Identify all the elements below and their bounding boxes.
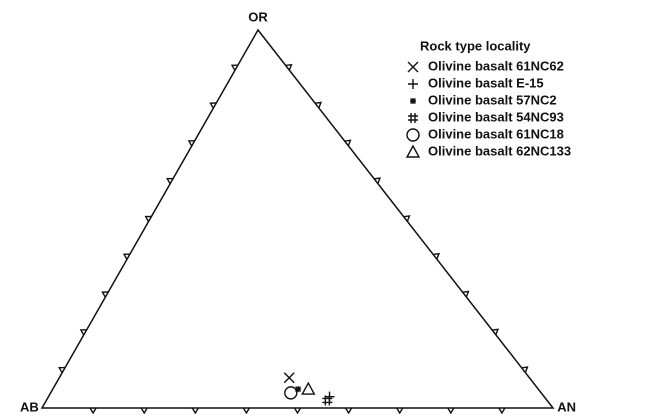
marker-stroke [408, 79, 418, 89]
tick-mark [122, 253, 130, 260]
legend-symbol [407, 61, 419, 73]
vertex-label: AB [20, 399, 39, 414]
data-point [295, 386, 302, 393]
tick-mark [521, 366, 529, 373]
vertex-label: OR [248, 9, 268, 24]
tick-mark [433, 252, 441, 260]
tick-mark [396, 407, 404, 415]
tick-mark [242, 407, 251, 415]
tick-mark [315, 101, 323, 109]
tick-mark [191, 407, 199, 415]
tick-mark [498, 407, 506, 415]
legend-label: Olivine basalt E-15 [428, 75, 544, 90]
marker-stroke [322, 395, 333, 406]
tick-mark [187, 140, 195, 147]
tick-mark [89, 407, 97, 415]
marker-stroke [283, 372, 295, 384]
marker-stroke [284, 386, 298, 400]
tick-mark [209, 102, 217, 109]
marker-stroke [408, 113, 418, 123]
marker-stroke [295, 386, 302, 393]
marker-stroke [406, 128, 420, 142]
data-point [283, 372, 295, 384]
tick-mark [447, 407, 455, 415]
legend-label: Olivine basalt 62NC133 [428, 143, 571, 158]
tick-mark [374, 177, 382, 184]
tick-mark [285, 63, 293, 71]
vertex-label: AN [557, 399, 576, 414]
triangle-frame [40, 28, 555, 409]
data-point [322, 395, 333, 406]
legend-label: Olivine basalt 61NC18 [428, 126, 564, 141]
tick-mark [144, 215, 152, 222]
legend-symbol [405, 144, 421, 158]
tick-mark [58, 366, 66, 374]
data-point [301, 381, 316, 395]
tick-mark [344, 407, 353, 415]
legend-title: Rock type locality [420, 38, 531, 53]
tick-mark [101, 291, 109, 298]
tick-mark [462, 290, 470, 298]
legend-symbol [408, 79, 418, 89]
legend-symbol [408, 113, 418, 123]
legend-label: Olivine basalt 57NC2 [428, 92, 557, 107]
legend-symbol [406, 128, 420, 142]
legend-label: Olivine basalt 54NC93 [428, 109, 564, 124]
legend-label: Olivine basalt 61NC62 [428, 58, 564, 73]
marker-stroke [301, 381, 316, 395]
marker-stroke [405, 144, 421, 158]
legend-symbol [410, 98, 416, 104]
marker-stroke [410, 98, 416, 104]
marker-stroke [407, 61, 419, 73]
data-point [284, 386, 298, 400]
tick-mark [140, 407, 148, 415]
tick-mark [166, 177, 174, 185]
tick-mark [79, 329, 87, 336]
tick-mark [492, 328, 500, 336]
tick-mark [403, 215, 411, 222]
tick-mark [293, 407, 302, 415]
tick-mark [230, 64, 238, 71]
tick-mark [344, 139, 352, 147]
